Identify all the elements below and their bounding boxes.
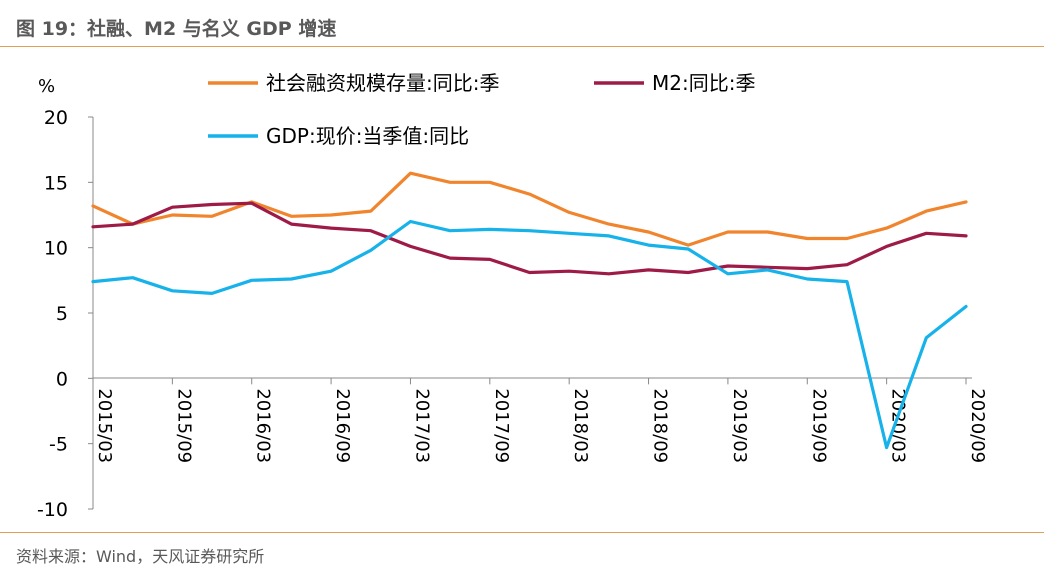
legend-item-m2: M2:同比:季 [594,71,755,95]
top-divider [0,46,1044,47]
bottom-divider [0,532,1044,533]
x-tick-label: 2018/03 [570,388,591,463]
y-ticks: 20 15 10 5 0 -5 -10 [37,107,93,521]
x-tick-label: 2017/09 [491,388,512,463]
legend-label: M2:同比:季 [652,71,755,95]
y-tick-label: 0 [56,368,68,390]
x-tick-label: 2019/09 [808,388,829,463]
y-tick-label: -5 [49,434,68,456]
x-tick-label: 2017/03 [411,388,432,463]
x-tick-label: 2016/03 [253,388,274,463]
x-tick-label: 2019/03 [729,388,750,463]
x-tick-label: 2020/03 [888,388,909,463]
y-tick-label: 20 [44,107,68,129]
x-tick-label: 2020/09 [967,388,988,463]
y-axis-unit: % [38,76,55,97]
x-ticks: 2015/03 2015/09 2016/03 2016/09 2017/03 2017/… [92,378,988,463]
legend-item-social-financing: 社会融资规模存量:同比:季 [208,71,499,95]
chart-title: 图 19：社融、M2 与名义 GDP 增速 [16,18,337,40]
series-line-1 [91,201,968,276]
series-line-0 [91,171,968,247]
legend-label: GDP:现价:当季值:同比 [266,124,469,148]
legend-label: 社会融资规模存量:同比:季 [266,71,499,95]
x-tick-label: 2015/03 [94,388,115,463]
series-lines [91,171,968,450]
y-tick-label: -10 [37,499,68,521]
source-note: 资料来源：Wind，天风证券研究所 [16,547,265,566]
legend-item-gdp: GDP:现价:当季值:同比 [208,124,469,148]
series-line-2 [91,219,968,450]
legend: 社会融资规模存量:同比:季 M2:同比:季 GDP:现价:当季值:同比 [208,71,755,148]
y-tick-label: 10 [44,238,68,260]
x-tick-label: 2016/09 [332,388,353,463]
x-tick-label: 2018/09 [650,388,671,463]
y-tick-label: 5 [56,303,68,325]
y-tick-label: 15 [44,172,68,194]
x-tick-label: 2015/09 [173,388,194,463]
